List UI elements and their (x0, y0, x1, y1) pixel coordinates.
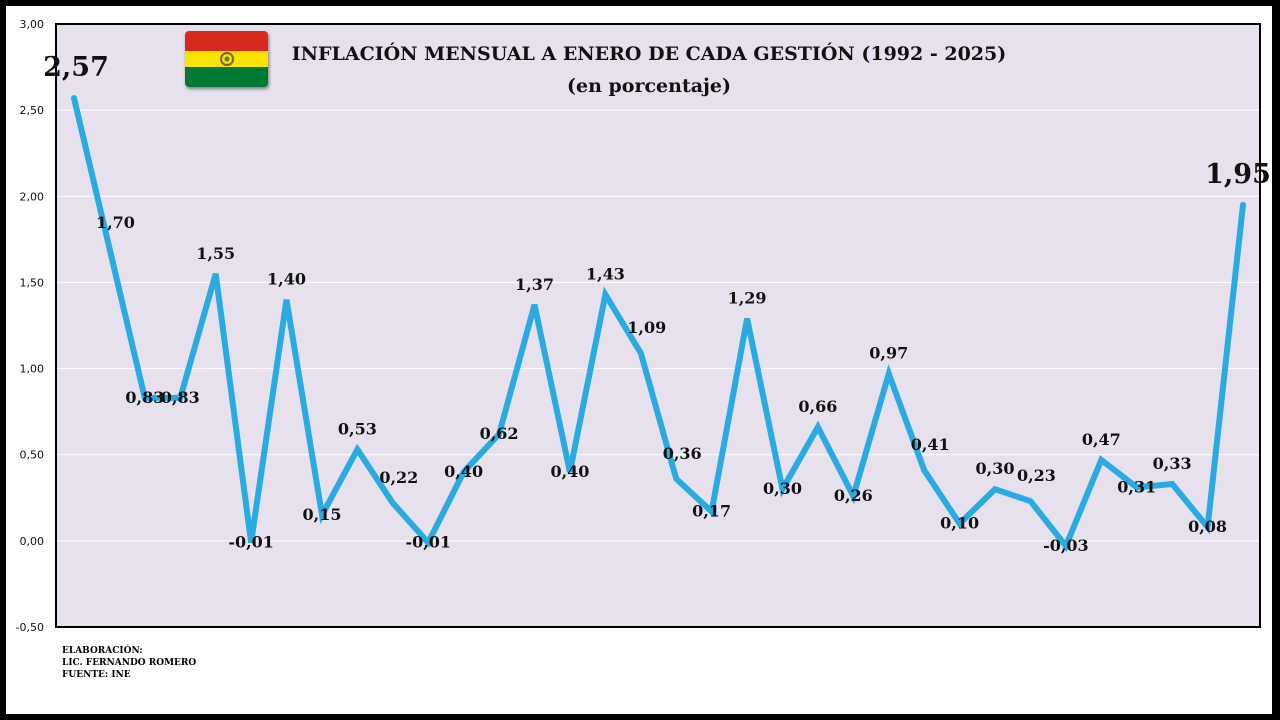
data-label: 0,22 (379, 468, 418, 487)
data-label: 0,23 (1017, 466, 1056, 485)
data-label: 1,29 (728, 289, 767, 308)
data-label: 1,43 (586, 264, 625, 283)
data-label: 0,30 (763, 479, 802, 498)
data-label: 1,95 (1205, 159, 1271, 190)
data-label: 0,08 (1188, 517, 1227, 536)
y-tick-label: 2,00 (20, 190, 45, 203)
data-label: 0,47 (1082, 430, 1121, 449)
y-axis-tick-labels: 3,00 2,50 2,00 1,50 1,00 0,50 0,00 -0,50 (16, 18, 44, 634)
data-label: 2,57 (43, 52, 109, 83)
data-label: 1,70 (96, 213, 135, 232)
data-label: 0,10 (940, 514, 979, 533)
data-label: 0,33 (1153, 454, 1192, 473)
credits-block: ELABORACIÓN: LIC. FERNANDO ROMERO FUENTE… (62, 645, 196, 681)
data-label: 0,26 (834, 486, 873, 505)
data-label: 1,37 (515, 275, 554, 294)
inflation-line-chart: 3,00 2,50 2,00 1,50 1,00 0,50 0,00 -0,50 2,57 1,… (16, 18, 1271, 634)
chart-title: INFLACIÓN MENSUAL A ENERO DE CADA GESTIÓ… (292, 42, 1006, 65)
data-label: -0,03 (1043, 536, 1089, 555)
data-label: 0,41 (911, 435, 950, 454)
data-label: 0,97 (869, 344, 908, 363)
plot-area (55, 23, 1261, 628)
y-tick-label: 3,00 (20, 18, 45, 31)
data-label: 0,40 (444, 462, 483, 481)
data-label: 0,83 (125, 388, 164, 407)
data-label: 1,55 (196, 244, 235, 263)
y-tick-label: 1,00 (20, 363, 45, 376)
y-tick-label: 1,50 (20, 276, 45, 289)
data-label: 0,30 (976, 459, 1015, 478)
credits-author: LIC. FERNANDO ROMERO (62, 658, 197, 668)
bolivia-flag-icon (185, 31, 268, 87)
credits-source: FUENTE: INE (62, 670, 131, 680)
inflation-series-line (71, 95, 1246, 552)
credits-elaboration: ELABORACIÓN: (62, 646, 143, 656)
y-tick-label: 0,00 (20, 535, 45, 548)
data-label: 0,66 (798, 397, 837, 416)
data-label: 0,83 (161, 388, 200, 407)
data-label: 0,15 (302, 505, 341, 524)
y-tick-label: -0,50 (16, 621, 44, 634)
data-label: 0,62 (480, 424, 519, 443)
data-label: 0,31 (1117, 477, 1156, 496)
data-label: 1,09 (627, 318, 666, 337)
chart-frame: 3,00 2,50 2,00 1,50 1,00 0,50 0,00 -0,50 2,57 1,… (6, 6, 1272, 714)
data-label: 0,36 (663, 444, 702, 463)
data-label: -0,01 (405, 533, 451, 552)
data-label: 0,17 (692, 502, 731, 521)
chart-subtitle: (en porcentaje) (567, 75, 731, 97)
data-label: 0,53 (338, 420, 377, 439)
data-label: 0,40 (550, 462, 589, 481)
y-tick-label: 0,50 (20, 449, 45, 462)
data-label: 1,40 (267, 270, 306, 289)
y-tick-label: 2,50 (20, 104, 45, 117)
data-label: -0,01 (228, 533, 274, 552)
data-labels: 2,57 1,70 0,830,83 1,55 -0,01 1,40 0,15 0,53 0,2… (43, 52, 1271, 555)
